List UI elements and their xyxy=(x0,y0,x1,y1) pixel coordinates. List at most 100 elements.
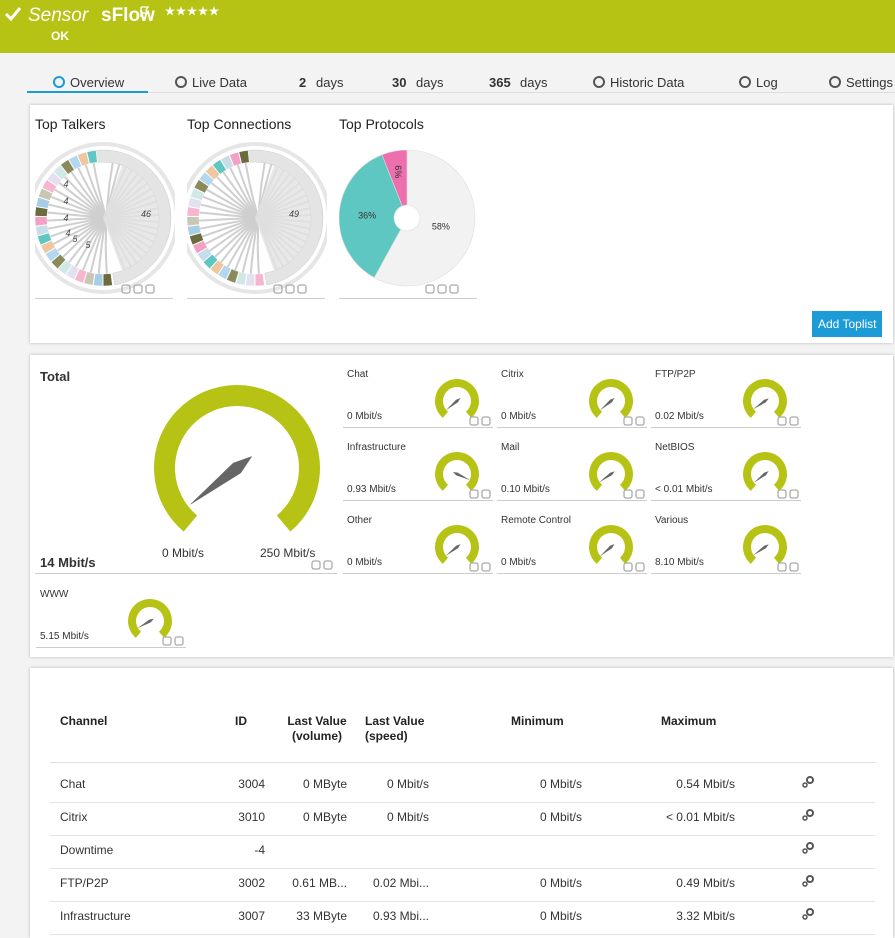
gauge xyxy=(743,525,787,564)
chord-segment xyxy=(198,171,215,187)
row-divider xyxy=(50,835,875,836)
tool-icon xyxy=(162,636,172,646)
tab-icon xyxy=(593,76,605,88)
chord-segment xyxy=(190,187,206,201)
gauge-title: Citrix xyxy=(501,369,524,380)
channel-settings-icon xyxy=(802,776,814,788)
tab-label[interactable]: Log xyxy=(756,75,778,90)
table-cell: Citrix xyxy=(60,810,88,824)
icon-shape xyxy=(53,76,65,88)
column-header[interactable]: Minimum xyxy=(511,714,564,728)
chord-segment xyxy=(193,179,210,194)
table-cell: 3.32 Mbit/s xyxy=(676,909,735,923)
tab-label[interactable]: Live Data xyxy=(192,75,247,90)
table-cell: Downtime xyxy=(60,843,114,857)
gauge-divider xyxy=(35,573,337,574)
chord-segment xyxy=(46,171,63,187)
priority-stars[interactable] xyxy=(139,5,229,19)
icon-shape xyxy=(175,76,187,88)
chord-segment xyxy=(77,151,90,167)
toplist-title: Top Protocols xyxy=(339,116,424,132)
gauge-needle xyxy=(190,456,253,505)
tab-icon xyxy=(739,76,751,88)
chord-segment xyxy=(37,232,52,246)
channel-settings-icon xyxy=(802,908,814,920)
icon-shape xyxy=(806,842,814,850)
icon-shape xyxy=(802,815,808,821)
channel-settings-icon xyxy=(802,875,814,887)
toplist-divider xyxy=(187,298,325,299)
gauge-divider xyxy=(343,500,493,501)
tab-count[interactable]: 365 xyxy=(489,75,511,90)
gauge-arc xyxy=(435,452,479,491)
gauge-value: 0 Mbit/s xyxy=(501,411,537,422)
gauge-needle xyxy=(600,543,615,556)
column-header[interactable]: Last Value (speed) xyxy=(365,714,425,743)
tool-icons xyxy=(162,636,184,646)
active-tab-underline xyxy=(27,91,148,93)
toplist-title: Top Connections xyxy=(187,116,292,132)
chord-segment xyxy=(93,273,103,287)
tab-label[interactable]: Settings xyxy=(846,75,893,90)
tab-label[interactable]: Overview xyxy=(70,75,125,90)
pie-label: 36% xyxy=(358,210,376,220)
gauge-needle xyxy=(600,397,615,410)
gauge-value: 0 Mbit/s xyxy=(347,557,383,568)
gauge xyxy=(743,379,787,418)
chord-segment xyxy=(86,150,98,164)
tool-icon xyxy=(789,489,799,499)
tool-icon xyxy=(469,562,479,572)
gauge-arc xyxy=(743,452,787,491)
pie-slice xyxy=(339,154,403,278)
gauge-title: Total xyxy=(40,369,71,384)
chord-main-band xyxy=(255,165,311,271)
table-cell: FTP/P2P xyxy=(60,876,109,890)
gauge-divider xyxy=(497,427,647,428)
tab-bar-line xyxy=(148,92,895,93)
tool-icons xyxy=(311,560,333,570)
table-cell: Infrastructure xyxy=(60,909,131,923)
chord-segment xyxy=(187,197,202,209)
tab-label[interactable]: days xyxy=(416,75,444,90)
gauge-value: 0.02 Mbit/s xyxy=(655,411,704,422)
tool-icon xyxy=(323,560,333,570)
row-divider xyxy=(50,901,875,902)
column-header[interactable]: Last Value (volume) xyxy=(287,714,347,743)
table-cell: 0 MByte xyxy=(302,777,347,791)
tab-label[interactable]: days xyxy=(520,75,548,90)
gauge-arc xyxy=(435,379,479,418)
icon-shape xyxy=(593,76,605,88)
gauge-value: 14 Mbit/s xyxy=(40,555,96,570)
status-check-icon xyxy=(4,7,22,22)
chord-segment xyxy=(204,164,221,181)
icon-shape xyxy=(802,914,808,920)
gauge-needle xyxy=(452,472,470,480)
tab-label[interactable]: days xyxy=(316,75,344,90)
icon-shape xyxy=(806,875,814,883)
icon-shape xyxy=(802,881,808,887)
tool-icons xyxy=(777,489,799,499)
gauge-divider xyxy=(651,500,801,501)
add-toplist-button[interactable]: Add Toplist xyxy=(812,311,883,337)
tab-label[interactable]: Historic Data xyxy=(610,75,685,90)
tab-count[interactable]: 30 xyxy=(392,75,407,90)
pie-slice xyxy=(381,149,408,207)
gauge-needle xyxy=(754,544,769,555)
tool-icon xyxy=(623,489,633,499)
gauge-value: 5.15 Mbit/s xyxy=(40,631,89,642)
column-header[interactable]: Maximum xyxy=(661,714,717,728)
gauge-divider xyxy=(343,573,493,574)
chord-segment xyxy=(202,253,219,270)
icon-shape xyxy=(806,809,814,817)
column-header[interactable]: Channel xyxy=(60,714,108,728)
icon-shape xyxy=(802,848,808,854)
gauge-needle xyxy=(754,398,769,409)
tab-count[interactable]: 2 xyxy=(299,75,307,90)
chord-segment xyxy=(238,150,250,164)
column-header[interactable]: ID xyxy=(235,714,247,728)
icon-shape xyxy=(829,76,841,88)
gauge-arc xyxy=(435,525,479,564)
tool-icon xyxy=(777,489,787,499)
toplist-graph: 49 xyxy=(187,142,327,294)
chord-segment xyxy=(74,268,88,284)
